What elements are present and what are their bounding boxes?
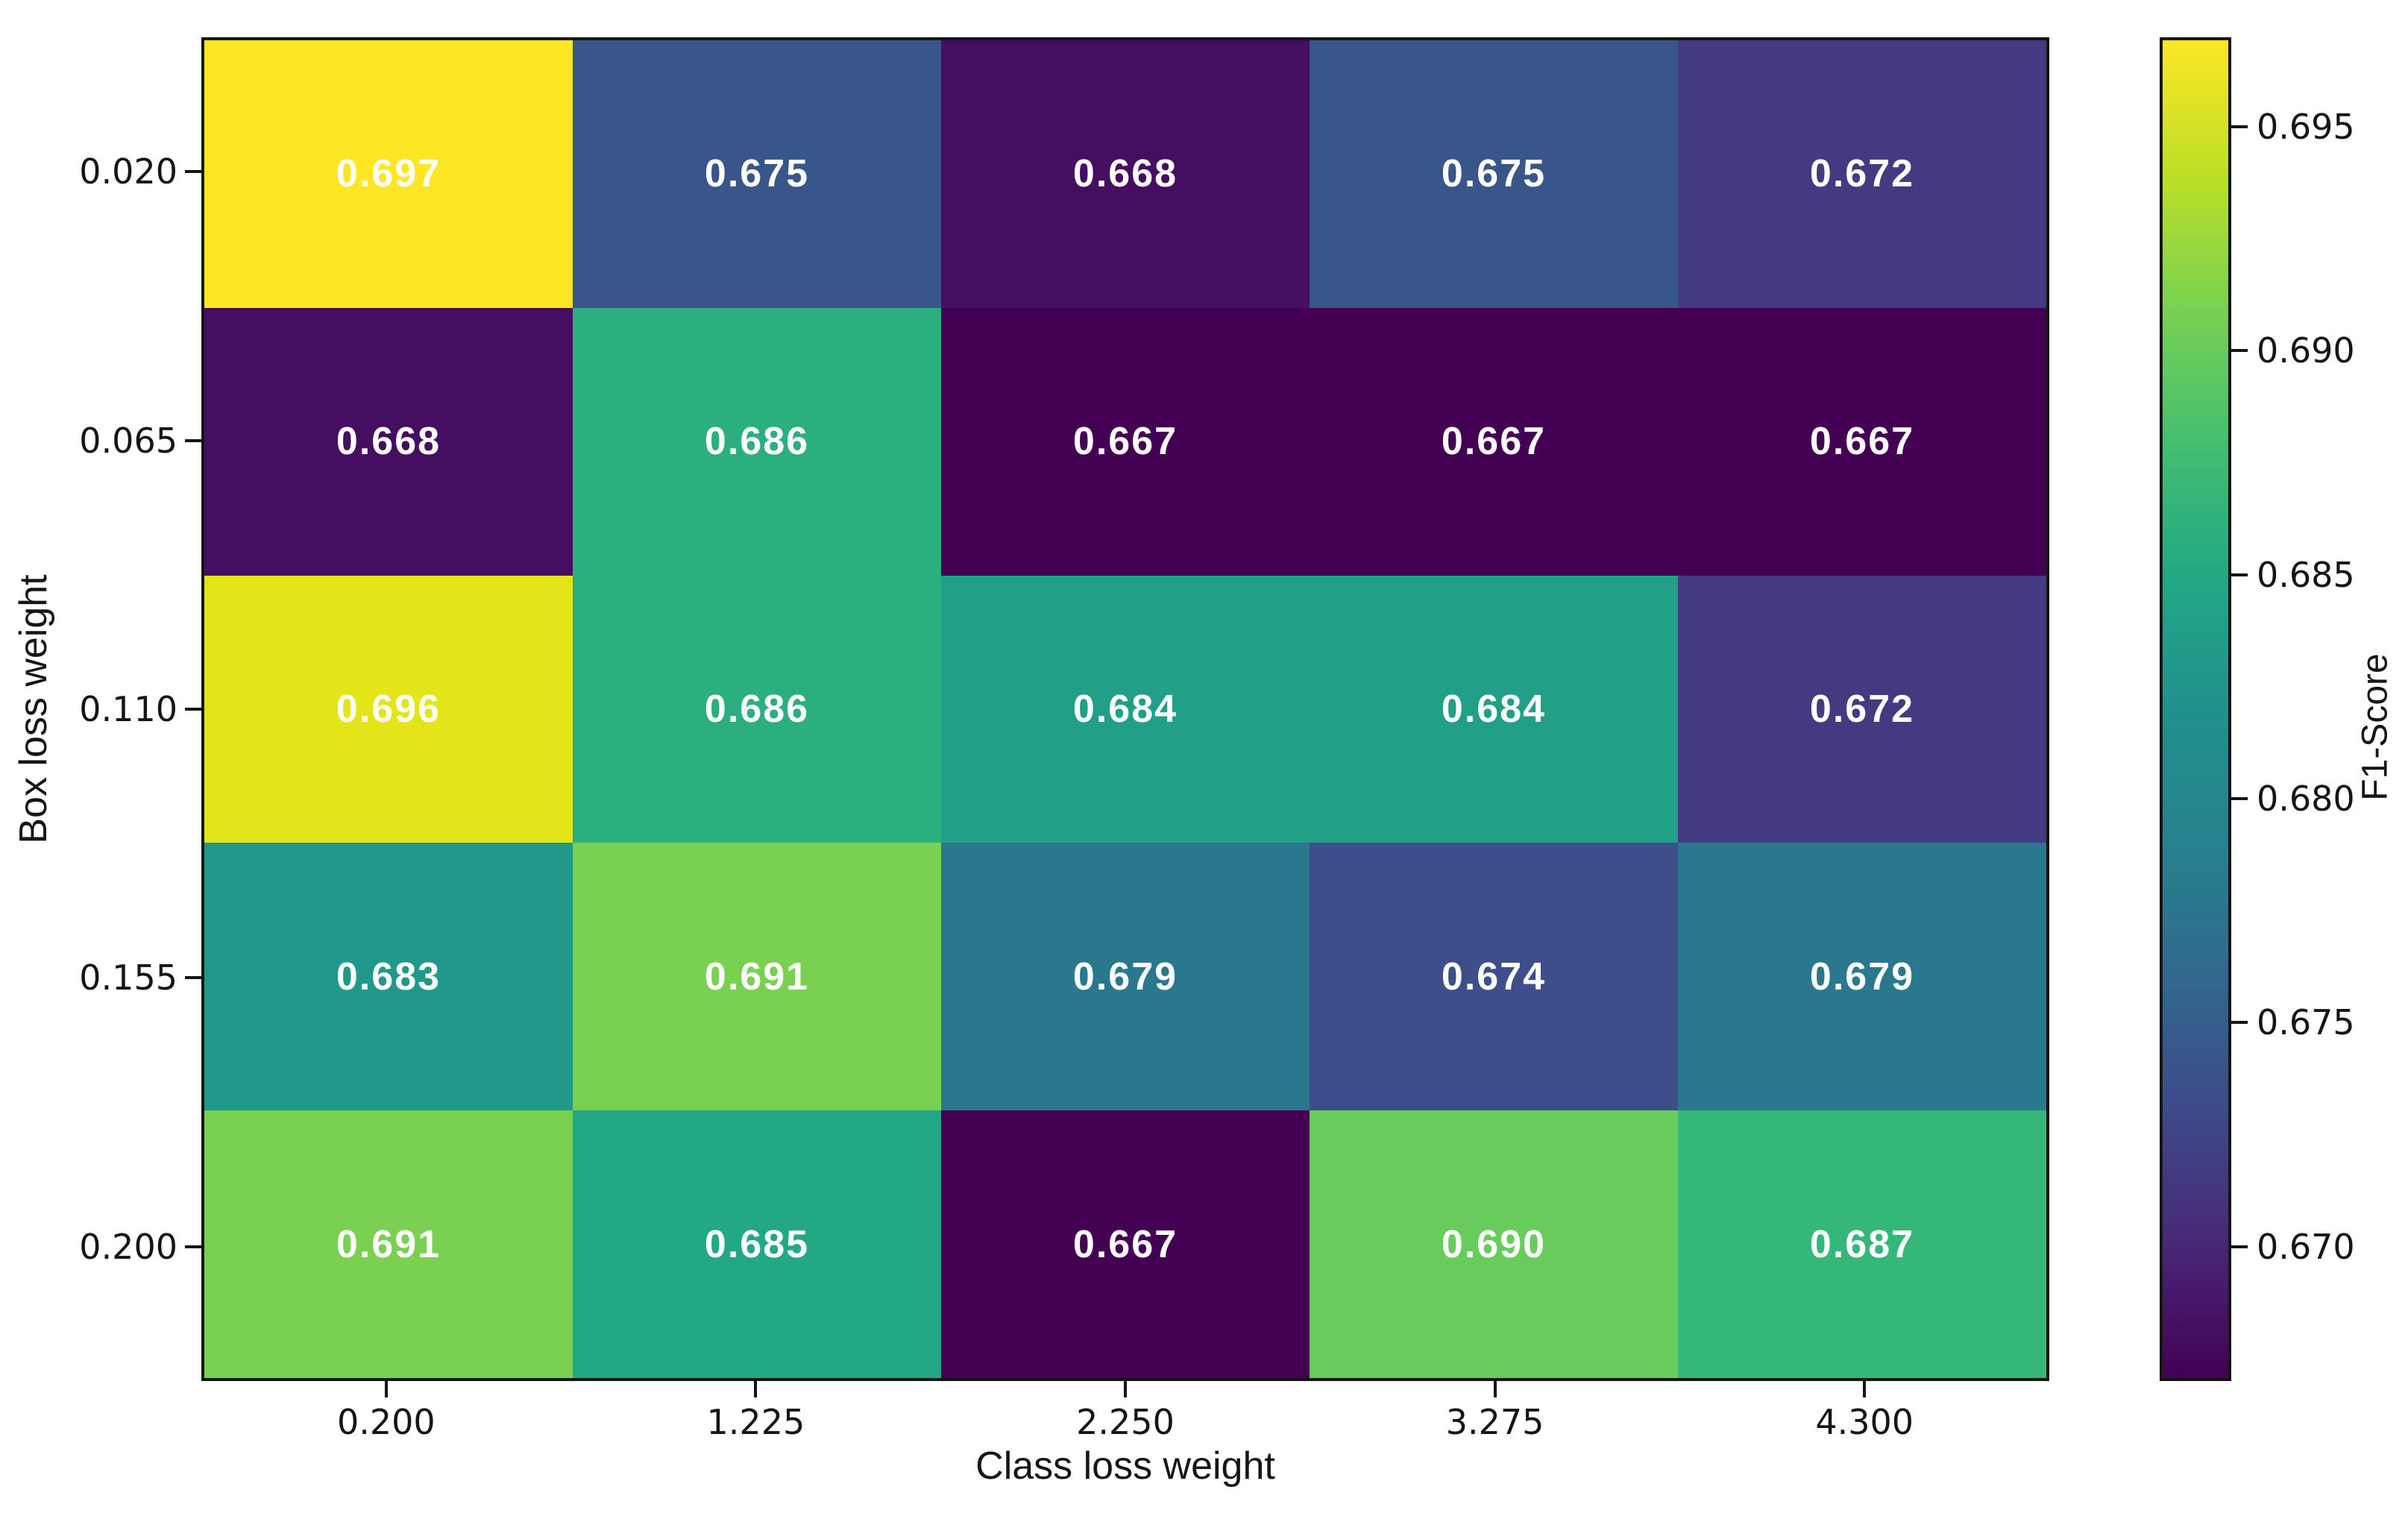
x-tick-mark bbox=[1863, 1381, 1867, 1397]
heatmap-cell: 0.667 bbox=[1678, 307, 2046, 576]
heatmap-cell: 0.686 bbox=[573, 307, 941, 576]
colorbar-gradient bbox=[2163, 40, 2228, 1378]
colorbar-tick-label: 0.685 bbox=[2257, 554, 2355, 595]
cell-value-label: 0.667 bbox=[1072, 420, 1178, 464]
cell-value-label: 0.672 bbox=[1809, 687, 1915, 731]
cell-value-label: 0.672 bbox=[1809, 152, 1915, 196]
x-tick-mark bbox=[1124, 1381, 1127, 1397]
cell-value-label: 0.686 bbox=[704, 687, 810, 731]
heatmap-cell: 0.679 bbox=[1678, 843, 2046, 1111]
heatmap-cell: 0.667 bbox=[941, 1110, 1310, 1378]
cell-value-label: 0.684 bbox=[1441, 687, 1547, 731]
y-axis-title: Box loss weight bbox=[12, 574, 55, 844]
colorbar-tick-label: 0.680 bbox=[2257, 779, 2355, 820]
colorbar-tick-label: 0.695 bbox=[2257, 107, 2355, 148]
colorbar-title: F1-Score bbox=[2355, 653, 2395, 801]
heatmap-plot: 0.697 0.675 0.668 0.675 0.672 0.668 0.686 0.667… bbox=[201, 37, 2049, 1381]
cell-value-label: 0.686 bbox=[704, 420, 810, 464]
cell-value-label: 0.697 bbox=[336, 152, 441, 196]
cell-value-label: 0.667 bbox=[1072, 1222, 1178, 1266]
heatmap-cell: 0.667 bbox=[941, 307, 1310, 576]
x-tick-label: 0.200 bbox=[336, 1402, 436, 1442]
y-tick-mark bbox=[185, 976, 201, 980]
y-tick-label: 0.020 bbox=[79, 151, 177, 192]
cell-value-label: 0.696 bbox=[336, 687, 441, 731]
cell-value-label: 0.667 bbox=[1809, 420, 1915, 464]
x-tick-label: 4.300 bbox=[1815, 1402, 1914, 1442]
cell-value-label: 0.687 bbox=[1809, 1222, 1915, 1266]
colorbar bbox=[2160, 37, 2231, 1381]
heatmap-cell: 0.683 bbox=[204, 843, 573, 1111]
heatmap-cell: 0.691 bbox=[573, 843, 941, 1111]
heatmap-cell: 0.674 bbox=[1310, 843, 1678, 1111]
colorbar-tick-mark bbox=[2231, 349, 2248, 353]
x-tick-label: 1.225 bbox=[706, 1402, 805, 1442]
cell-value-label: 0.690 bbox=[1441, 1222, 1547, 1266]
heatmap-cell: 0.696 bbox=[204, 575, 573, 843]
heatmap-cell: 0.675 bbox=[573, 40, 941, 308]
cell-value-label: 0.674 bbox=[1441, 955, 1547, 998]
heatmap-cell: 0.691 bbox=[204, 1110, 573, 1378]
cell-value-label: 0.691 bbox=[704, 955, 810, 998]
heatmap-grid: 0.697 0.675 0.668 0.675 0.672 0.668 0.686 0.667… bbox=[204, 40, 2046, 1378]
cell-value-label: 0.675 bbox=[1441, 152, 1547, 196]
heatmap-cell: 0.685 bbox=[573, 1110, 941, 1378]
heatmap-cell: 0.672 bbox=[1678, 575, 2046, 843]
y-tick-label: 0.155 bbox=[79, 957, 177, 998]
x-axis-title: Class loss weight bbox=[975, 1444, 1275, 1488]
cell-value-label: 0.679 bbox=[1072, 955, 1178, 998]
cell-value-label: 0.675 bbox=[704, 152, 810, 196]
heatmap-cell: 0.667 bbox=[1310, 307, 1678, 576]
colorbar-tick-label: 0.670 bbox=[2257, 1226, 2355, 1267]
colorbar-tick-mark bbox=[2231, 573, 2248, 576]
x-tick-mark bbox=[754, 1381, 758, 1397]
heatmap-cell: 0.675 bbox=[1310, 40, 1678, 308]
heatmap-cell: 0.684 bbox=[1310, 575, 1678, 843]
colorbar-tick-mark bbox=[2231, 797, 2248, 801]
y-tick-label: 0.065 bbox=[79, 420, 177, 461]
colorbar-tick-mark bbox=[2231, 125, 2248, 129]
heatmap-cell: 0.679 bbox=[941, 843, 1310, 1111]
y-tick-mark bbox=[185, 1245, 201, 1248]
y-tick-label: 0.200 bbox=[79, 1226, 177, 1267]
heatmap-cell: 0.672 bbox=[1678, 40, 2046, 308]
heatmap-cell: 0.690 bbox=[1310, 1110, 1678, 1378]
cell-value-label: 0.667 bbox=[1441, 420, 1547, 464]
cell-value-label: 0.691 bbox=[336, 1222, 441, 1266]
heatmap-cell: 0.697 bbox=[204, 40, 573, 308]
heatmap-cell: 0.668 bbox=[204, 307, 573, 576]
heatmap-cell: 0.687 bbox=[1678, 1110, 2046, 1378]
cell-value-label: 0.685 bbox=[704, 1222, 810, 1266]
colorbar-tick-mark bbox=[2231, 1021, 2248, 1025]
cell-value-label: 0.668 bbox=[1072, 152, 1178, 196]
y-tick-mark bbox=[185, 170, 201, 174]
cell-value-label: 0.679 bbox=[1809, 955, 1915, 998]
y-tick-label: 0.110 bbox=[79, 689, 177, 729]
y-tick-mark bbox=[185, 438, 201, 442]
x-tick-label: 3.275 bbox=[1445, 1402, 1544, 1442]
cell-value-label: 0.683 bbox=[336, 955, 441, 998]
y-tick-mark bbox=[185, 708, 201, 711]
heatmap-cell: 0.668 bbox=[941, 40, 1310, 308]
x-tick-mark bbox=[1493, 1381, 1497, 1397]
heatmap-cell: 0.686 bbox=[573, 575, 941, 843]
colorbar-tick-label: 0.690 bbox=[2257, 330, 2355, 371]
x-tick-label: 2.250 bbox=[1076, 1402, 1175, 1442]
colorbar-tick-mark bbox=[2231, 1245, 2248, 1248]
cell-value-label: 0.684 bbox=[1072, 687, 1178, 731]
cell-value-label: 0.668 bbox=[336, 420, 441, 464]
x-tick-mark bbox=[384, 1381, 388, 1397]
heatmap-cell: 0.684 bbox=[941, 575, 1310, 843]
colorbar-tick-label: 0.675 bbox=[2257, 1002, 2355, 1043]
